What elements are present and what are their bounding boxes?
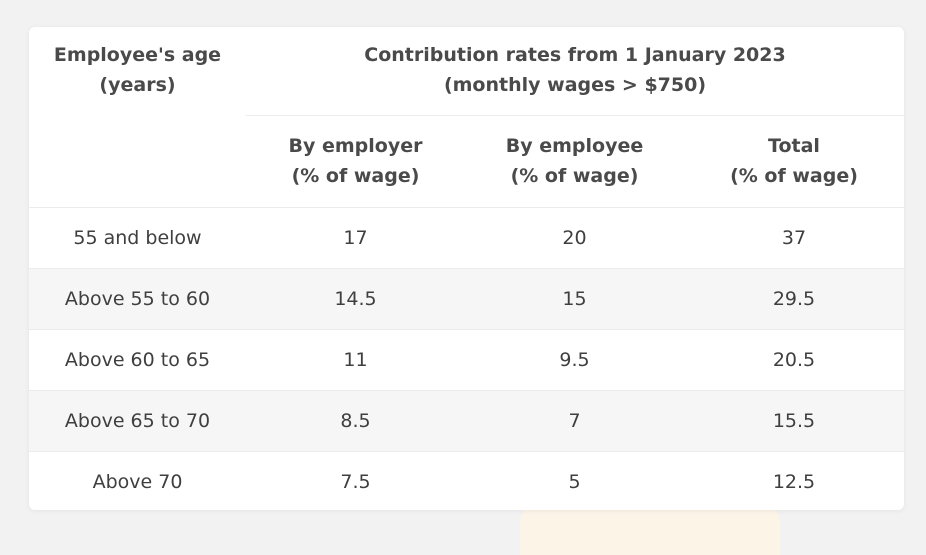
total-rate-cell: 37	[684, 206, 904, 268]
employee-rate-cell: 9.5	[465, 328, 684, 390]
rates-group-header: Contribution rates from 1 January 2023 (…	[364, 44, 786, 96]
employee-rate-cell: 5	[465, 450, 684, 510]
employee-rate-cell: 7	[465, 389, 684, 451]
table-row: Above 60 to 65 11 9.5 20.5	[29, 328, 904, 390]
contribution-rates-table: Employee's age (years) Contribution rate…	[29, 27, 904, 510]
table-row: Above 65 to 70 8.5 7 15.5	[29, 389, 904, 451]
employer-rate-cell: 11	[246, 328, 465, 390]
employer-rate-cell: 8.5	[246, 389, 465, 451]
employer-rate-cell: 7.5	[246, 450, 465, 510]
table-row: Above 70 7.5 5 12.5	[29, 450, 904, 510]
total-rate-cell: 15.5	[684, 389, 904, 451]
age-cell: Above 65 to 70	[29, 389, 246, 451]
employer-rate-cell: 14.5	[246, 267, 465, 329]
employee-rate-cell: 20	[465, 206, 684, 268]
employer-rate-cell: 17	[246, 206, 465, 268]
table-row: 55 and below 17 20 37	[29, 206, 904, 268]
total-rate-cell: 12.5	[684, 450, 904, 510]
age-cell: Above 55 to 60	[29, 267, 246, 329]
contribution-rates-card: Employee's age (years) Contribution rate…	[29, 27, 904, 510]
age-cell: 55 and below	[29, 206, 246, 268]
total-rate-cell: 20.5	[684, 328, 904, 390]
employee-rate-cell: 15	[465, 267, 684, 329]
age-column-header: Employee's age (years)	[53, 44, 222, 96]
total-column-header: Total (% of wage)	[684, 114, 904, 207]
age-cell: Above 60 to 65	[29, 328, 246, 390]
total-rate-cell: 29.5	[684, 267, 904, 329]
employee-column-header: By employee (% of wage)	[465, 114, 684, 207]
age-cell: Above 70	[29, 450, 246, 510]
employer-column-header: By employer (% of wage)	[246, 114, 465, 207]
table-row: Above 55 to 60 14.5 15 29.5	[29, 267, 904, 329]
